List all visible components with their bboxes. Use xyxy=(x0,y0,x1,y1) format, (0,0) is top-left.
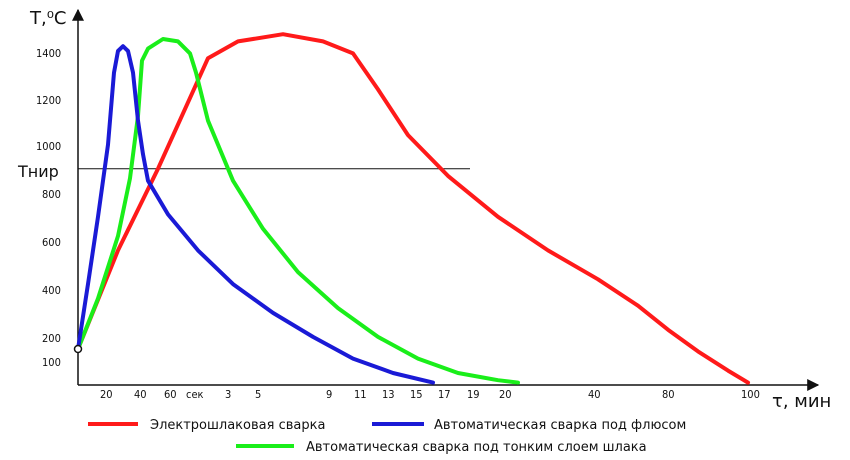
reference-line-label: Tнир xyxy=(17,162,59,181)
y-tick-label: 1000 xyxy=(36,140,61,153)
x-axis-title: τ, мин xyxy=(772,391,831,412)
y-axis-title: T,⁰C xyxy=(29,8,67,29)
x-tick-label: 19 xyxy=(467,388,480,401)
series-line-thin-slag xyxy=(76,37,520,385)
x-tick-label: 40 xyxy=(134,388,147,401)
x-tick-label: 9 xyxy=(326,388,332,401)
x-tick-label: 20 xyxy=(499,388,512,401)
x-tick-label: 40 xyxy=(588,388,601,401)
y-tick-label: 1400 xyxy=(36,47,61,60)
series-line-electroslag xyxy=(76,32,750,385)
x-tick-label: 60 xyxy=(164,388,177,401)
x-tick-label: 20 xyxy=(100,388,113,401)
y-tick-label: 100 xyxy=(42,356,61,369)
x-tick-label: 17 xyxy=(438,388,451,401)
series-lines xyxy=(76,32,750,385)
legend-entry: Электрошлаковая сварка xyxy=(150,418,325,433)
legend-entry: Автоматическая сварка под флюсом xyxy=(434,418,686,433)
start-point xyxy=(73,344,83,354)
y-tick-label: 200 xyxy=(42,332,61,345)
x-tick-label: 100 xyxy=(741,388,760,401)
y-tick-label: 400 xyxy=(42,284,61,297)
y-tick-label: 1200 xyxy=(36,94,61,107)
y-tick-label: 800 xyxy=(42,188,61,201)
legend: Электрошлаковая сварка Автоматическая св… xyxy=(88,418,686,455)
x-tick-label: 5 xyxy=(255,388,261,401)
x-tick-label: 80 xyxy=(662,388,675,401)
series-line-submerged-flux xyxy=(76,44,435,385)
x-tick-label: 3 xyxy=(225,388,231,401)
x-tick-label: 15 xyxy=(410,388,423,401)
x-tick-label: сек xyxy=(186,388,204,401)
y-tick-label: 600 xyxy=(42,236,61,249)
x-tick-label: 11 xyxy=(354,388,367,401)
legend-entry: Автоматическая сварка под тонким слоем ш… xyxy=(306,440,647,455)
x-tick-label: 13 xyxy=(382,388,395,401)
